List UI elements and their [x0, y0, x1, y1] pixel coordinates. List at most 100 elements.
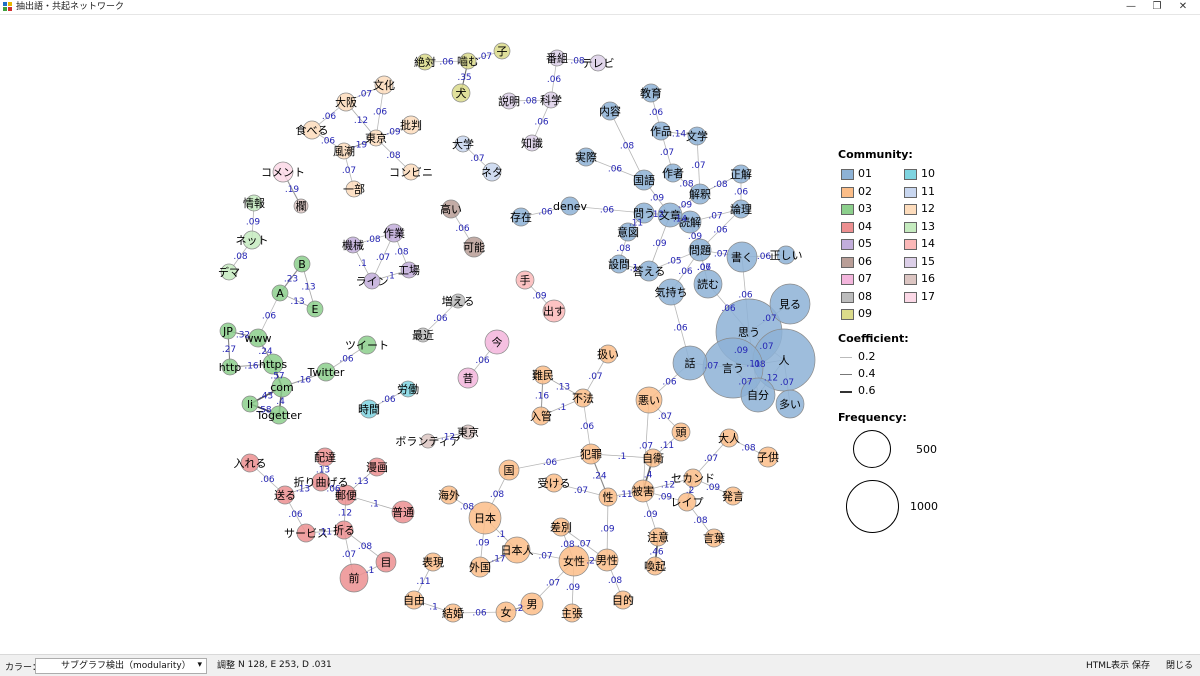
- node-label: 大阪: [335, 95, 357, 109]
- network-node: 今: [484, 329, 510, 355]
- edge-coefficient-label: .08: [386, 151, 401, 161]
- network-node: 科学: [540, 91, 562, 109]
- node-circle: [687, 126, 707, 146]
- network-node: ボランティア: [395, 433, 461, 449]
- node-label: 差別: [550, 520, 572, 534]
- community-color-swatch: [904, 256, 917, 268]
- node-circle: [723, 486, 743, 506]
- save-button[interactable]: 保存: [1132, 661, 1151, 671]
- network-node: http: [219, 358, 241, 376]
- edge-coefficient-label: .07: [780, 378, 794, 388]
- node-label: 時間: [358, 403, 380, 416]
- edge-coefficient-label: .06: [439, 58, 454, 68]
- node-circle: [613, 590, 633, 610]
- node-label: 前: [349, 571, 360, 585]
- node-circle: [248, 328, 268, 348]
- node-label: 言葉: [703, 531, 725, 545]
- edge-coefficient-label: .08: [394, 248, 409, 258]
- node-circle: [262, 353, 284, 375]
- network-node: 食べる: [296, 120, 329, 140]
- network-node: 折る: [333, 520, 355, 540]
- edge-coefficient-label: .06: [673, 324, 688, 334]
- edge-coefficient-label: .1: [558, 403, 567, 413]
- network-node: B: [293, 255, 311, 273]
- community-label: 01: [858, 167, 872, 180]
- edge-coefficient-label: .09: [650, 194, 665, 204]
- network-node: 送る: [274, 485, 296, 505]
- node-label: 作業: [383, 227, 405, 240]
- node-label: 文化: [373, 78, 395, 92]
- edge-coefficient-label: .1: [386, 272, 395, 282]
- network-node: セカンド: [671, 468, 715, 488]
- community-label: 09: [858, 307, 872, 320]
- node-label: 読む: [697, 277, 719, 291]
- node-circle: [598, 487, 618, 507]
- node-label: 手: [520, 273, 531, 287]
- node-circle: [345, 180, 363, 198]
- node-circle: [495, 601, 517, 623]
- node-label: 説明: [498, 94, 520, 108]
- node-label: 漫画: [366, 460, 388, 474]
- node-circle: [415, 327, 431, 343]
- community-color-swatch: [904, 186, 917, 198]
- node-circle: [391, 500, 415, 524]
- network-node: 自分: [740, 377, 776, 413]
- node-circle: [576, 147, 596, 167]
- network-node: 労働: [397, 380, 419, 398]
- network-node: 情報: [243, 194, 265, 212]
- node-circle: [726, 241, 758, 273]
- restore-button[interactable]: ❐: [1152, 1, 1162, 12]
- node-circle: [598, 344, 618, 364]
- adjust-button[interactable]: 調整: [217, 661, 236, 671]
- node-label: 情報: [243, 197, 265, 210]
- network-node: 番組: [546, 49, 568, 67]
- network-node: 子: [493, 42, 511, 60]
- network-node: 工場: [398, 261, 420, 279]
- node-label: 今: [492, 335, 503, 349]
- edge-coefficient-label: .06: [538, 208, 553, 218]
- network-node: 問題: [688, 238, 712, 262]
- network-node: レイプ: [671, 492, 704, 512]
- node-label: 表現: [422, 555, 444, 569]
- network-node: 文化: [373, 75, 395, 95]
- network-node: 難民: [532, 365, 554, 385]
- close-button[interactable]: 閉じる: [1166, 661, 1194, 671]
- node-circle: [423, 552, 443, 572]
- network-node: 主張: [561, 603, 583, 623]
- node-label: 一部: [343, 182, 365, 196]
- close-window-button[interactable]: ✕: [1178, 1, 1188, 12]
- node-circle: [657, 278, 685, 306]
- edge-coefficient-label: .17: [491, 555, 505, 565]
- edge-coefficient-label: .06: [543, 458, 558, 468]
- node-circle: [302, 120, 322, 140]
- node-circle: [344, 236, 362, 254]
- network-node: 嚙む: [457, 52, 479, 70]
- node-label: 日本人: [501, 543, 534, 557]
- node-circle: [542, 91, 560, 109]
- node-label: ライン: [356, 275, 389, 288]
- edge-coefficient-label: .06: [260, 475, 275, 485]
- color-select[interactable]: サブグラフ検出（modularity） ▾: [35, 658, 207, 674]
- node-label: 設問: [608, 257, 630, 271]
- minimize-button[interactable]: —: [1126, 1, 1136, 12]
- node-label: 解釈: [689, 187, 711, 201]
- html-view-button[interactable]: HTML表示: [1086, 661, 1130, 671]
- node-label: 批判: [400, 118, 422, 132]
- node-circle: [633, 202, 655, 224]
- network-node: 普通: [391, 500, 415, 524]
- network-node: 自衛: [642, 448, 664, 468]
- node-label: 問う: [633, 207, 655, 220]
- edge-coefficient-label: .2: [686, 486, 695, 496]
- community-color-swatch: [904, 239, 917, 250]
- node-label: 作品: [650, 125, 672, 138]
- edge-coefficient-label: .06: [381, 395, 396, 405]
- edge-coefficient-label: .06: [326, 485, 341, 495]
- network-node: 男性: [595, 548, 619, 572]
- network-node: 手: [515, 270, 535, 290]
- network-node: コメント: [261, 161, 305, 183]
- edge-coefficient-label: .1: [497, 530, 506, 540]
- edge-coefficient-label: .16: [297, 376, 312, 386]
- network-node: 作品: [650, 121, 672, 141]
- edge-coefficient-label: .12: [338, 509, 352, 519]
- node-label: コメント: [261, 166, 305, 179]
